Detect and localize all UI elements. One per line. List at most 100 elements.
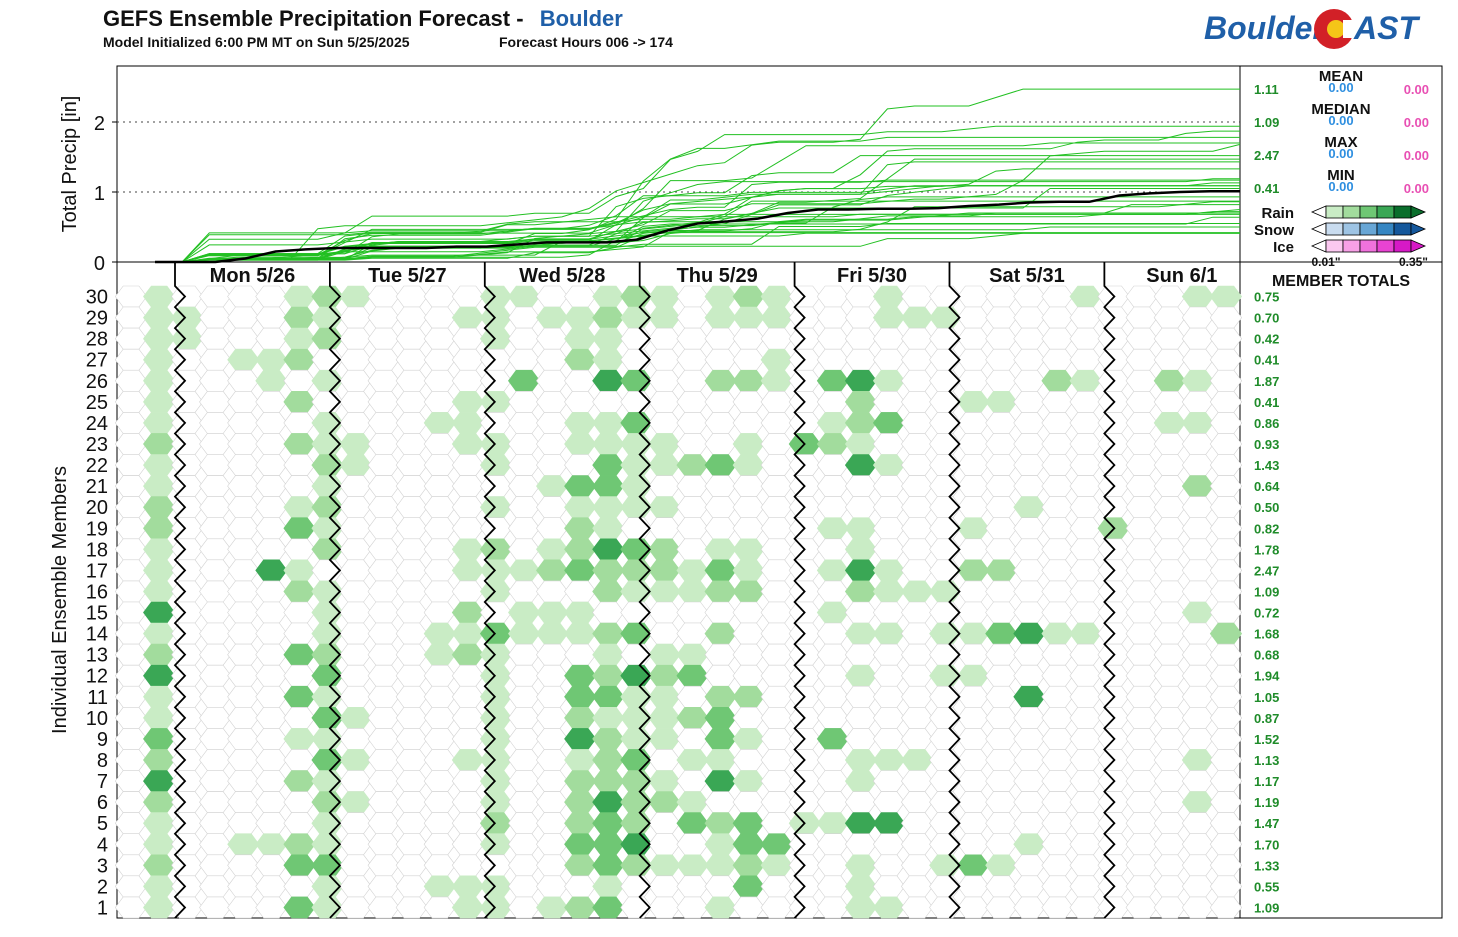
hex-cell bbox=[508, 770, 541, 792]
hex-cell bbox=[114, 454, 148, 476]
hex-cell bbox=[255, 728, 288, 750]
hex-cell bbox=[1209, 896, 1243, 919]
hex-cell bbox=[957, 791, 990, 814]
hex-cell bbox=[872, 833, 906, 856]
hex-cell bbox=[199, 749, 232, 771]
member-total-label: 1.94 bbox=[1254, 669, 1280, 684]
hex-cell bbox=[339, 559, 372, 582]
hex-cell bbox=[227, 496, 260, 519]
hex-cell bbox=[171, 412, 204, 434]
hex-cell bbox=[451, 770, 485, 792]
hex-cell bbox=[676, 285, 709, 308]
hex-cell bbox=[199, 390, 232, 413]
hex-cell bbox=[311, 875, 344, 898]
hex-cell bbox=[255, 622, 288, 645]
hex-cell bbox=[451, 685, 485, 708]
hex-cell bbox=[339, 875, 372, 898]
hex-cell bbox=[199, 622, 232, 645]
hex-cell bbox=[844, 728, 878, 750]
hex-cell bbox=[760, 580, 793, 603]
hex-cell bbox=[114, 749, 148, 771]
hex-cell bbox=[872, 749, 906, 771]
member-id-label: 7 bbox=[97, 771, 108, 793]
member-total-label: 0.55 bbox=[1254, 879, 1279, 894]
hex-cell bbox=[816, 580, 849, 603]
hex-cell bbox=[844, 390, 878, 413]
hex-cell bbox=[114, 833, 148, 856]
hex-cell bbox=[704, 433, 737, 455]
hex-cell bbox=[901, 390, 934, 413]
hex-cell bbox=[648, 854, 681, 877]
hex-cell bbox=[704, 559, 737, 582]
hex-cell bbox=[564, 854, 597, 877]
hex-cell bbox=[985, 896, 1018, 919]
hex-cell bbox=[732, 833, 765, 856]
hex-cell bbox=[451, 559, 485, 582]
hex-cell bbox=[676, 643, 709, 666]
hex-cell bbox=[592, 327, 625, 350]
hex-cell bbox=[732, 728, 765, 750]
hex-cell bbox=[872, 685, 906, 708]
member-line bbox=[155, 125, 1240, 263]
hex-cell bbox=[536, 833, 569, 856]
hex-cell bbox=[816, 306, 849, 329]
hex-cell bbox=[423, 559, 456, 582]
hex-cell bbox=[536, 643, 569, 666]
hex-cell bbox=[1181, 559, 1214, 582]
hex-cell bbox=[311, 454, 344, 476]
hex-cell bbox=[395, 770, 428, 792]
hex-cell bbox=[283, 517, 316, 540]
hex-cell bbox=[844, 412, 878, 434]
hex-cell bbox=[1209, 306, 1243, 329]
hex-cell bbox=[114, 664, 148, 687]
hex-cell bbox=[255, 601, 288, 624]
hex-cell bbox=[1181, 622, 1214, 645]
hex-cell bbox=[957, 285, 990, 308]
hex-cell bbox=[1125, 896, 1158, 919]
hex-cell bbox=[283, 538, 316, 561]
hex-cell bbox=[255, 369, 288, 392]
member-id-label: 10 bbox=[86, 708, 108, 730]
hex-cell bbox=[171, 664, 204, 687]
hex-cell bbox=[1125, 749, 1158, 771]
hex-cell bbox=[199, 454, 232, 476]
hex-cell bbox=[1209, 875, 1243, 898]
hex-cell bbox=[901, 496, 934, 519]
member-total-label: 0.42 bbox=[1254, 332, 1279, 347]
hex-cell bbox=[227, 538, 260, 561]
hex-cell bbox=[648, 454, 681, 476]
hex-cell bbox=[1013, 812, 1046, 835]
hex-cell bbox=[171, 896, 204, 919]
legend-swatch bbox=[1325, 222, 1344, 236]
hex-cell bbox=[957, 369, 990, 392]
hex-cell bbox=[536, 580, 569, 603]
member-id-label: 29 bbox=[86, 308, 108, 330]
hex-cell bbox=[732, 348, 765, 371]
hex-y-axis-label: Individual Ensemble Members bbox=[49, 466, 71, 734]
hex-cell bbox=[1209, 728, 1243, 750]
member-id-label: 28 bbox=[86, 329, 108, 351]
hex-cell bbox=[676, 475, 709, 498]
hex-cell bbox=[423, 643, 456, 666]
hex-cell bbox=[957, 664, 990, 687]
hex-cell bbox=[536, 728, 569, 750]
legend-max-label: 0.35" bbox=[1399, 255, 1428, 269]
hex-cell bbox=[1181, 580, 1214, 603]
hex-cell bbox=[199, 348, 232, 371]
hex-cell bbox=[564, 643, 597, 666]
hex-cell bbox=[311, 833, 344, 856]
legend-row-label: Ice bbox=[1273, 239, 1294, 256]
hex-cell bbox=[423, 875, 456, 898]
hex-cell bbox=[648, 622, 681, 645]
hex-cell bbox=[592, 433, 625, 455]
hex-cell bbox=[957, 348, 990, 371]
hex-cell bbox=[648, 348, 681, 371]
hex-cell bbox=[395, 327, 428, 350]
hex-cell bbox=[143, 538, 176, 561]
hex-cell bbox=[704, 369, 737, 392]
hex-cell bbox=[1041, 580, 1074, 603]
hex-cell bbox=[704, 517, 737, 540]
hex-cell bbox=[283, 643, 316, 666]
member-total-label: 1.70 bbox=[1254, 837, 1279, 852]
hex-cell bbox=[1125, 706, 1158, 729]
